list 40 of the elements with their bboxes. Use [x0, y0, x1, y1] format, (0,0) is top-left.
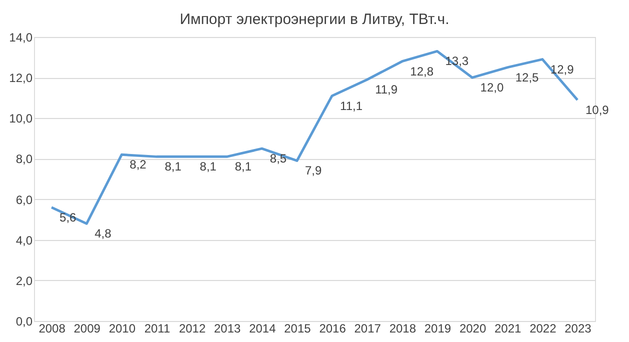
data-label: 7,9 [304, 164, 322, 178]
x-tick-label: 2020 [459, 322, 486, 336]
x-tick-label: 2012 [178, 322, 206, 336]
x-tick-label: 2017 [354, 322, 382, 336]
y-tick-label: 12,0 [9, 71, 33, 86]
line-series [50, 50, 579, 225]
y-tick-label: 14,0 [9, 30, 33, 44]
data-label: 8,5 [270, 152, 287, 166]
y-tick-label: 8,0 [16, 152, 33, 166]
y-tick-label: 10,0 [9, 112, 33, 126]
chart-title: Импорт электроэнергии в Литву, ТВт.ч. [180, 11, 450, 28]
x-tick-label: 2011 [144, 322, 170, 336]
data-label: 8,1 [234, 160, 252, 174]
x-tick-label: 2015 [284, 322, 312, 336]
data-label: 11,9 [375, 82, 398, 97]
x-tick-label: 2016 [319, 322, 346, 336]
x-tick-label: 2023 [564, 322, 592, 336]
data-label: 8,1 [164, 160, 182, 174]
data-label: 12,8 [410, 64, 434, 78]
data-label: 4,8 [94, 226, 112, 241]
x-tick-label: 2013 [214, 322, 242, 336]
data-label: 11,1 [340, 98, 363, 113]
x-tick-label: 2019 [424, 322, 452, 336]
x-tick-label: 2008 [38, 322, 66, 336]
data-label: 12,5 [515, 70, 540, 84]
data-label: 10,9 [585, 102, 610, 117]
x-tick-label: 2009 [74, 322, 101, 336]
x-tick-label: 2014 [249, 322, 276, 336]
y-tick-label: 4,0 [16, 233, 33, 248]
x-tick-label: 2010 [108, 322, 136, 336]
y-tick-label: 6,0 [16, 192, 33, 207]
data-label: 12,9 [550, 62, 574, 76]
x-tick-label: 2021 [494, 322, 522, 336]
data-label: 12,0 [480, 80, 504, 95]
x-tick-label: 2018 [389, 322, 416, 336]
y-tick-label: 0,0 [16, 314, 33, 328]
y-tick-label: 2,0 [16, 274, 33, 288]
x-tick-label: 2022 [530, 322, 557, 336]
data-label: 8,2 [130, 158, 147, 172]
data-label: 8,1 [200, 160, 217, 174]
